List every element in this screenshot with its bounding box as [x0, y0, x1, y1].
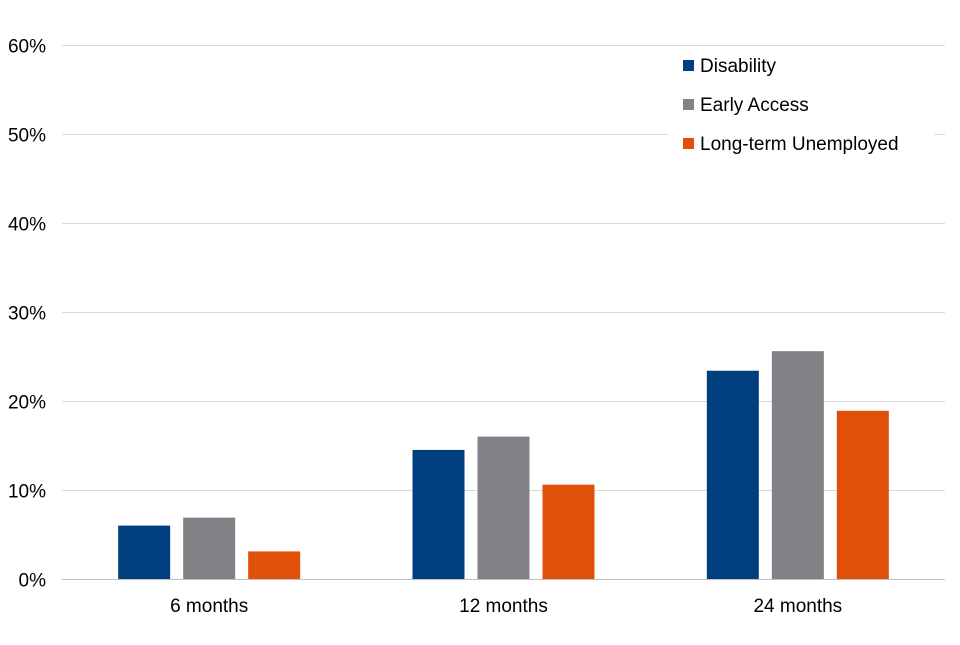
bar-disability-12-months: [412, 449, 465, 579]
x-axis-tick-labels: 6 months 12 months 24 months: [170, 596, 842, 617]
bars: [118, 351, 889, 579]
x-tick-label: 24 months: [753, 596, 842, 617]
x-tick-label: 6 months: [170, 596, 248, 617]
legend-swatch: [683, 60, 694, 71]
y-tick-label: 40%: [8, 215, 46, 236]
legend-label: Disability: [700, 56, 777, 77]
bar-early-access-6-months: [183, 517, 236, 579]
bar-early-access-24-months: [771, 351, 824, 579]
legend-background: [668, 48, 934, 168]
legend: Disability Early Access Long-term Unemploy…: [668, 48, 934, 168]
y-tick-label: 50%: [8, 126, 46, 147]
bar-long-term-unemployed-12-months: [542, 484, 595, 579]
legend-swatch: [683, 99, 694, 110]
y-axis-tick-labels: 0% 10% 20% 30% 40% 50% 60%: [8, 37, 46, 592]
bar-disability-24-months: [706, 370, 759, 579]
y-tick-label: 0%: [19, 571, 47, 592]
bar-long-term-unemployed-24-months: [836, 410, 889, 579]
bar-early-access-12-months: [477, 436, 530, 579]
bar-disability-6-months: [118, 525, 171, 579]
y-tick-label: 60%: [8, 37, 46, 58]
x-tick-label: 12 months: [459, 596, 548, 617]
bar-long-term-unemployed-6-months: [248, 551, 301, 579]
legend-label: Long-term Unemployed: [700, 134, 899, 155]
y-tick-label: 20%: [8, 393, 46, 414]
y-tick-label: 30%: [8, 304, 46, 325]
legend-swatch: [683, 138, 694, 149]
gridlines: [62, 45, 945, 580]
legend-label: Early Access: [700, 95, 809, 116]
y-tick-label: 10%: [8, 482, 46, 503]
